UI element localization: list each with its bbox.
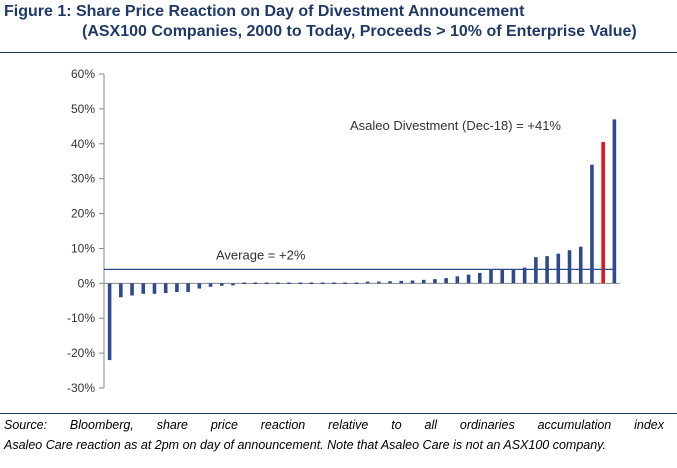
data-bar: [343, 282, 347, 285]
data-bar: [590, 164, 594, 284]
data-bar: [534, 257, 538, 284]
data-bar: [119, 283, 123, 298]
source-disclaimer: Asaleo Care reaction as at 2pm on day of…: [4, 438, 606, 452]
data-bar: [130, 283, 134, 296]
data-bar: [175, 283, 179, 293]
data-bar: [107, 283, 112, 361]
bar-chart: -30% -20% -10% 0% 10% 20% 30% 40% 50% 60% Average …: [67, 67, 620, 395]
y-tick-label: 50%: [71, 102, 95, 116]
data-bar: [219, 283, 224, 286]
data-bar: [242, 282, 247, 285]
data-bar: [489, 269, 493, 284]
data-bar: [388, 281, 392, 284]
data-bar: [433, 279, 437, 284]
highlight-label: Asaleo Divestment (Dec-18) = +41%: [350, 118, 561, 133]
data-bar: [253, 282, 258, 285]
y-tick-label: -30%: [67, 381, 95, 395]
y-tick-label: 30%: [71, 172, 95, 186]
figure-subtitle: (ASX100 Companies, 2000 to Today, Procee…: [82, 23, 637, 40]
y-tick-label: -10%: [67, 311, 95, 325]
data-bar: [208, 283, 213, 287]
data-bar: [231, 283, 235, 286]
data-bar: [186, 283, 190, 293]
data-bar: [399, 280, 404, 284]
source-note-text: Source: Bloomberg, share price reaction …: [4, 418, 664, 432]
source-footer: Source: Bloomberg, share price reaction …: [0, 413, 677, 468]
data-bar: [377, 281, 381, 284]
data-bar: [264, 282, 269, 285]
figure-header: Figure 1: Share Price Reaction on Day of…: [0, 0, 677, 53]
y-tick-label: 0%: [78, 276, 96, 290]
highlight-bar: [601, 142, 605, 284]
data-bar: [197, 283, 202, 289]
y-tick-label: -20%: [67, 346, 95, 360]
data-bar: [500, 269, 505, 284]
data-bar: [320, 282, 325, 285]
data-bar: [309, 282, 314, 285]
data-bar: [276, 282, 280, 285]
data-bar: [410, 280, 415, 284]
data-bar: [141, 283, 146, 294]
data-bar: [354, 282, 359, 285]
data-bar: [444, 278, 448, 284]
source-note: Source: Bloomberg, share price reaction …: [4, 418, 664, 432]
data-bar: [332, 282, 336, 285]
y-tick-label: 60%: [71, 67, 95, 81]
y-tick-label: 10%: [71, 241, 95, 255]
data-bar: [511, 269, 516, 284]
data-bar: [163, 283, 168, 294]
data-bar: [152, 283, 157, 294]
figure-title: Figure 1: Share Price Reaction on Day of…: [4, 3, 525, 20]
data-bar: [466, 274, 471, 284]
data-bar: [522, 267, 527, 284]
data-bar: [365, 281, 370, 284]
data-bar: [455, 276, 460, 284]
data-bar: [477, 272, 482, 284]
data-bar: [612, 119, 617, 284]
average-label: Average = +2%: [216, 247, 306, 262]
y-tick-label: 20%: [71, 207, 95, 221]
data-bar: [287, 282, 291, 285]
data-bar: [578, 246, 583, 284]
data-bar: [298, 282, 303, 285]
data-bar: [556, 253, 561, 284]
y-tick-label: 40%: [71, 137, 95, 151]
data-bar: [567, 250, 572, 284]
data-bar: [421, 279, 426, 284]
